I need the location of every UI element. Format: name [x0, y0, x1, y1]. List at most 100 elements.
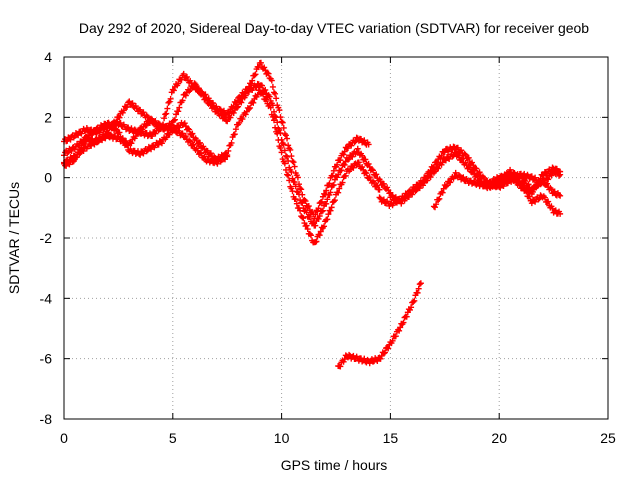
data-point [509, 172, 516, 179]
data-point [64, 150, 71, 157]
y-tick-label: -2 [40, 230, 53, 246]
data-point [166, 131, 173, 138]
data-point [442, 183, 449, 190]
data-point [433, 201, 440, 208]
data-point [397, 324, 404, 331]
data-point [373, 171, 380, 178]
data-point [330, 181, 337, 188]
data-point [412, 188, 419, 195]
data-point [414, 289, 421, 296]
data-point [175, 80, 182, 87]
data-point [137, 106, 144, 113]
data-point [353, 134, 360, 141]
data-point [214, 107, 221, 114]
data-point [319, 207, 326, 214]
data-point [175, 108, 182, 115]
data-point [155, 141, 162, 148]
chart-title: Day 292 of 2020, Sidereal Day-to-day VTE… [79, 20, 589, 36]
data-point [496, 176, 503, 183]
data-point [392, 194, 399, 201]
data-point [443, 182, 450, 189]
data-point [165, 99, 172, 106]
x-tick-label: 0 [60, 430, 68, 446]
data-point [149, 116, 156, 123]
data-point [162, 111, 169, 118]
data-point [417, 280, 424, 287]
data-point [432, 168, 439, 175]
data-point [70, 158, 77, 165]
data-point [276, 107, 283, 114]
data-point [532, 198, 539, 205]
data-point [274, 130, 281, 137]
data-point [224, 153, 231, 160]
data-point [365, 160, 372, 167]
data-point [117, 119, 124, 126]
data-point [252, 71, 259, 78]
data-point [341, 148, 348, 155]
data-point [544, 171, 551, 178]
data-point [284, 153, 291, 160]
data-point [266, 93, 273, 100]
data-point [178, 76, 185, 83]
data-point [454, 144, 461, 151]
data-point [278, 118, 285, 125]
data-point [388, 192, 395, 199]
data-point [557, 210, 564, 217]
data-point [537, 175, 544, 182]
data-point [299, 200, 306, 207]
data-point [502, 178, 509, 185]
data-point [176, 104, 183, 111]
data-point [446, 178, 453, 185]
data-point [451, 149, 458, 156]
x-tick-label: 15 [383, 430, 399, 446]
series-arc-5 [335, 280, 424, 370]
data-point [193, 137, 200, 144]
data-point [545, 176, 552, 183]
data-point [230, 109, 237, 116]
data-point [120, 107, 127, 114]
data-point [235, 103, 242, 110]
data-point [171, 125, 178, 132]
data-point [262, 86, 269, 93]
data-point [340, 151, 347, 158]
data-point [192, 81, 199, 88]
data-point [155, 120, 162, 127]
data-point [272, 90, 279, 97]
y-tick-label: 4 [44, 49, 52, 65]
data-point [128, 140, 135, 147]
data-point [536, 178, 543, 185]
data-point [498, 180, 505, 187]
data-point [552, 207, 559, 214]
data-point [232, 126, 239, 133]
data-point [297, 185, 304, 192]
data-point [476, 169, 483, 176]
data-point [416, 185, 423, 192]
data-point [236, 119, 243, 126]
data-point [362, 169, 369, 176]
data-point [112, 119, 119, 126]
data-point [197, 139, 203, 146]
data-point [278, 149, 285, 156]
y-tick-label: -6 [40, 351, 53, 367]
data-point [459, 155, 466, 162]
data-point [466, 164, 473, 171]
data-point [288, 185, 295, 192]
data-point [207, 150, 214, 157]
data-point [296, 191, 303, 198]
series-arc-4 [61, 119, 231, 169]
data-point [485, 182, 492, 189]
data-point [368, 166, 375, 173]
data-point [300, 215, 307, 222]
data-point [186, 126, 193, 133]
data-point [245, 105, 252, 112]
data-point [346, 351, 353, 358]
data-point [272, 124, 279, 131]
data-point [344, 145, 351, 152]
data-point [170, 117, 177, 124]
data-point [250, 99, 257, 106]
data-point [312, 211, 319, 218]
data-point [438, 152, 445, 159]
data-point [408, 304, 415, 311]
data-point [280, 124, 287, 131]
data-point [88, 142, 95, 149]
